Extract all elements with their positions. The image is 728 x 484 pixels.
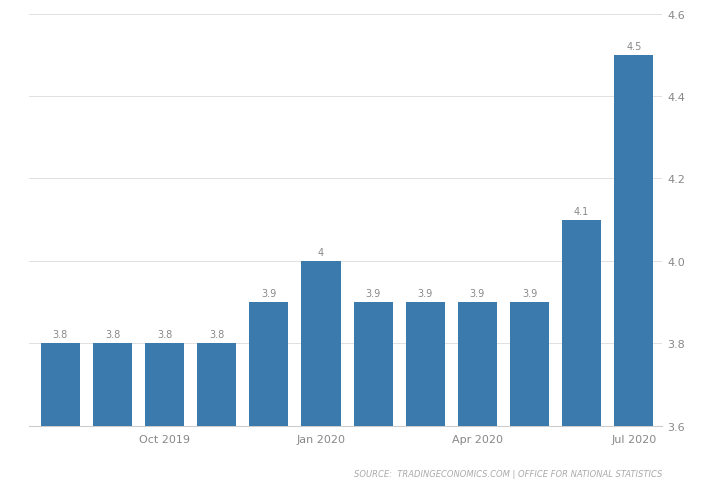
Text: 3.9: 3.9 <box>470 288 485 299</box>
Text: 3.9: 3.9 <box>418 288 433 299</box>
Text: 3.9: 3.9 <box>522 288 537 299</box>
Bar <box>510 302 549 484</box>
Bar <box>197 344 237 484</box>
Text: 4.5: 4.5 <box>626 42 641 52</box>
Text: 4.1: 4.1 <box>574 206 589 216</box>
Bar <box>614 56 653 484</box>
Bar <box>301 261 341 484</box>
Bar <box>250 302 288 484</box>
Bar <box>458 302 497 484</box>
Bar <box>354 302 392 484</box>
Text: 3.8: 3.8 <box>52 330 68 340</box>
Text: SOURCE:  TRADINGECONOMICS.COM | OFFICE FOR NATIONAL STATISTICS: SOURCE: TRADINGECONOMICS.COM | OFFICE FO… <box>354 469 662 478</box>
Bar <box>562 220 601 484</box>
Bar <box>405 302 445 484</box>
Bar <box>93 344 132 484</box>
Bar <box>41 344 80 484</box>
Text: 3.8: 3.8 <box>209 330 224 340</box>
Text: 3.9: 3.9 <box>365 288 381 299</box>
Text: 3.8: 3.8 <box>105 330 120 340</box>
Text: 4: 4 <box>318 247 324 257</box>
Bar <box>145 344 184 484</box>
Text: 3.8: 3.8 <box>157 330 173 340</box>
Text: 3.9: 3.9 <box>261 288 277 299</box>
